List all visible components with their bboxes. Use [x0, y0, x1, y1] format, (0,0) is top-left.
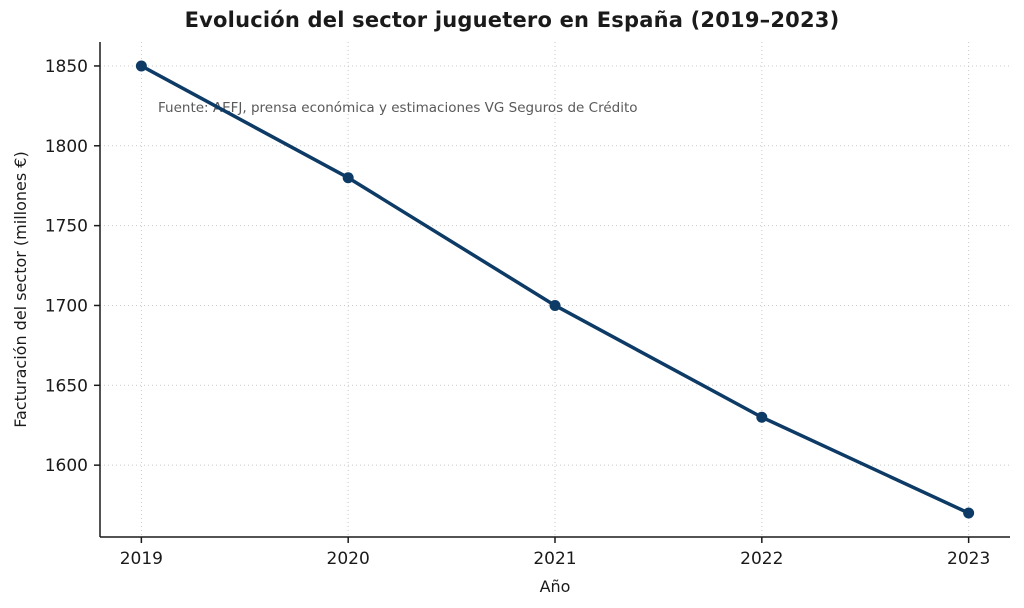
x-tick-label: 2020	[327, 549, 370, 569]
source-note: Fuente: AEFJ, prensa económica y estimac…	[158, 100, 638, 116]
x-tick-label: 2019	[120, 549, 163, 569]
data-point	[135, 60, 147, 72]
y-tick-label: 1650	[45, 376, 88, 396]
y-tick-label: 1850	[45, 57, 88, 77]
y-tick-label: 1750	[45, 217, 88, 237]
data-point	[756, 411, 768, 423]
y-tick-label: 1600	[45, 456, 88, 476]
y-tick-label: 1800	[45, 137, 88, 157]
x-tick-label: 2022	[740, 549, 783, 569]
x-tick-label: 2023	[947, 549, 990, 569]
data-line	[139, 64, 971, 515]
y-tick-label: 1700	[45, 296, 88, 316]
data-point	[342, 172, 354, 184]
x-tick-label: 2021	[533, 549, 576, 569]
chart-title: Evolución del sector juguetero en España…	[184, 8, 840, 32]
data-point	[549, 299, 561, 311]
x-axis-label: Año	[540, 577, 571, 596]
data-point	[963, 507, 975, 519]
y-axis-label: Facturación del sector (millones €)	[11, 151, 30, 427]
